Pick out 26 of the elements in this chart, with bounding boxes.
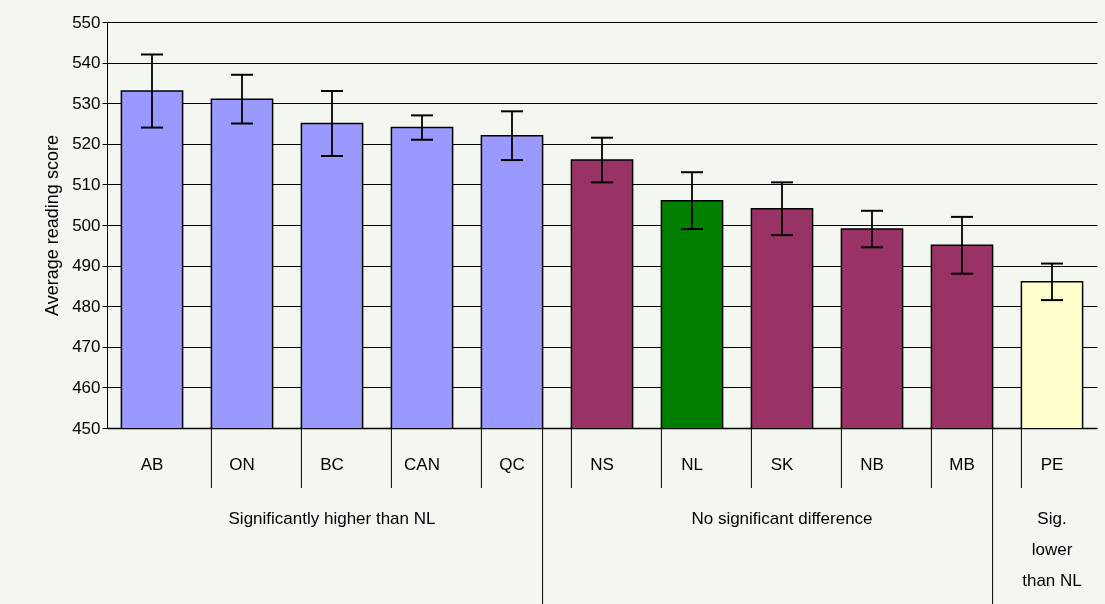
text: Significantly higher than NL <box>228 509 436 528</box>
y-tick-label: 510 <box>72 174 101 194</box>
x-tick-label: SK <box>770 454 794 474</box>
x-tick-label: NB <box>860 454 884 474</box>
x-tick-label: BC <box>320 454 344 474</box>
x-tick-label: AB <box>140 454 164 474</box>
y-tick-label: 480 <box>72 296 101 316</box>
x-tick-label: QC <box>499 454 525 474</box>
x-tick-label: MB <box>949 454 975 474</box>
text: No significant difference <box>691 509 873 528</box>
x-tick-label: PE <box>1040 454 1064 474</box>
x-tick-label: NS <box>590 454 614 474</box>
y-tick-label: 520 <box>72 134 101 154</box>
y-tick-label: 470 <box>72 337 101 357</box>
y-tick-label: 550 <box>72 12 101 32</box>
y-axis-title: Average reading score <box>42 135 63 316</box>
y-tick-label: 490 <box>72 256 101 276</box>
y-tick-label: 530 <box>72 93 101 113</box>
y-tick-label: 500 <box>72 215 101 235</box>
y-tick-label: 460 <box>72 377 101 397</box>
x-tick-label: CAN <box>404 454 440 474</box>
x-tick-label: ON <box>229 454 255 474</box>
y-tick-label: 450 <box>72 418 101 438</box>
y-tick-label: 540 <box>72 53 101 73</box>
x-tick-label: NL <box>681 454 703 474</box>
text: Sig. lower than NL <box>1022 509 1082 590</box>
